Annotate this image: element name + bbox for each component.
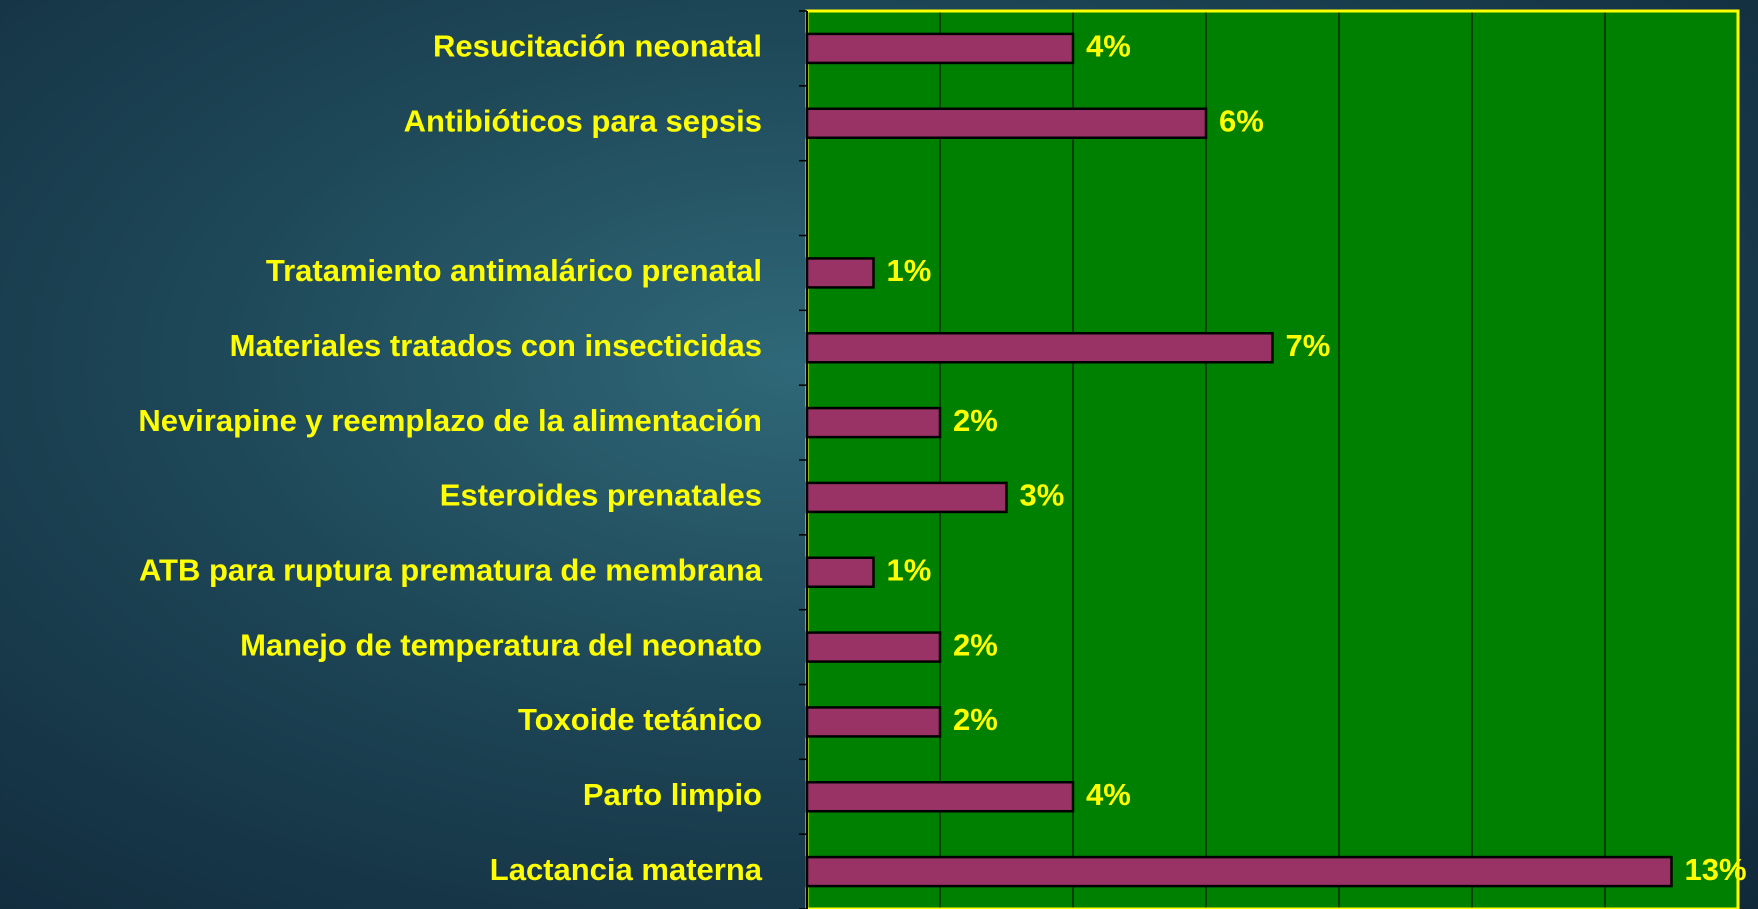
y-tick-label: Lactancia materna bbox=[490, 852, 763, 887]
data-label: 1% bbox=[887, 253, 932, 288]
bar bbox=[805, 257, 875, 289]
y-tick-label: Manejo de temperatura del neonato bbox=[240, 627, 762, 662]
bar bbox=[805, 332, 1274, 364]
data-label: 1% bbox=[887, 552, 932, 587]
data-label: 2% bbox=[953, 627, 998, 662]
bar bbox=[805, 32, 1075, 65]
y-tick-label: Toxoide tetánico bbox=[518, 702, 762, 737]
data-label: 7% bbox=[1286, 328, 1331, 363]
bar bbox=[805, 855, 1673, 888]
y-tick-label: Parto limpio bbox=[583, 777, 762, 812]
y-tick-label: Tratamiento antimalárico prenatal bbox=[266, 253, 762, 288]
plot-area bbox=[807, 11, 1738, 909]
y-tick-label: Antibióticos para sepsis bbox=[404, 103, 762, 138]
data-label: 4% bbox=[1086, 29, 1131, 64]
data-label: 13% bbox=[1685, 852, 1747, 887]
data-label: 2% bbox=[953, 702, 998, 737]
bar bbox=[805, 406, 942, 439]
y-tick-label: Resucitación neonatal bbox=[433, 29, 762, 64]
bar bbox=[805, 631, 942, 663]
y-tick-label: ATB para ruptura prematura de membrana bbox=[139, 552, 763, 587]
y-tick-label: Nevirapine y reemplazo de la alimentació… bbox=[138, 403, 762, 438]
bar bbox=[805, 556, 875, 588]
data-label: 4% bbox=[1086, 777, 1131, 812]
y-tick-label: Materiales tratados con insecticidas bbox=[230, 328, 762, 363]
bar bbox=[805, 481, 1008, 514]
bar bbox=[805, 706, 942, 738]
data-label: 3% bbox=[1020, 478, 1065, 513]
y-tick-label: Esteroides prenatales bbox=[440, 478, 762, 513]
data-label: 6% bbox=[1219, 103, 1264, 138]
bar bbox=[805, 781, 1075, 813]
bar bbox=[805, 107, 1208, 139]
data-label: 2% bbox=[953, 403, 998, 438]
